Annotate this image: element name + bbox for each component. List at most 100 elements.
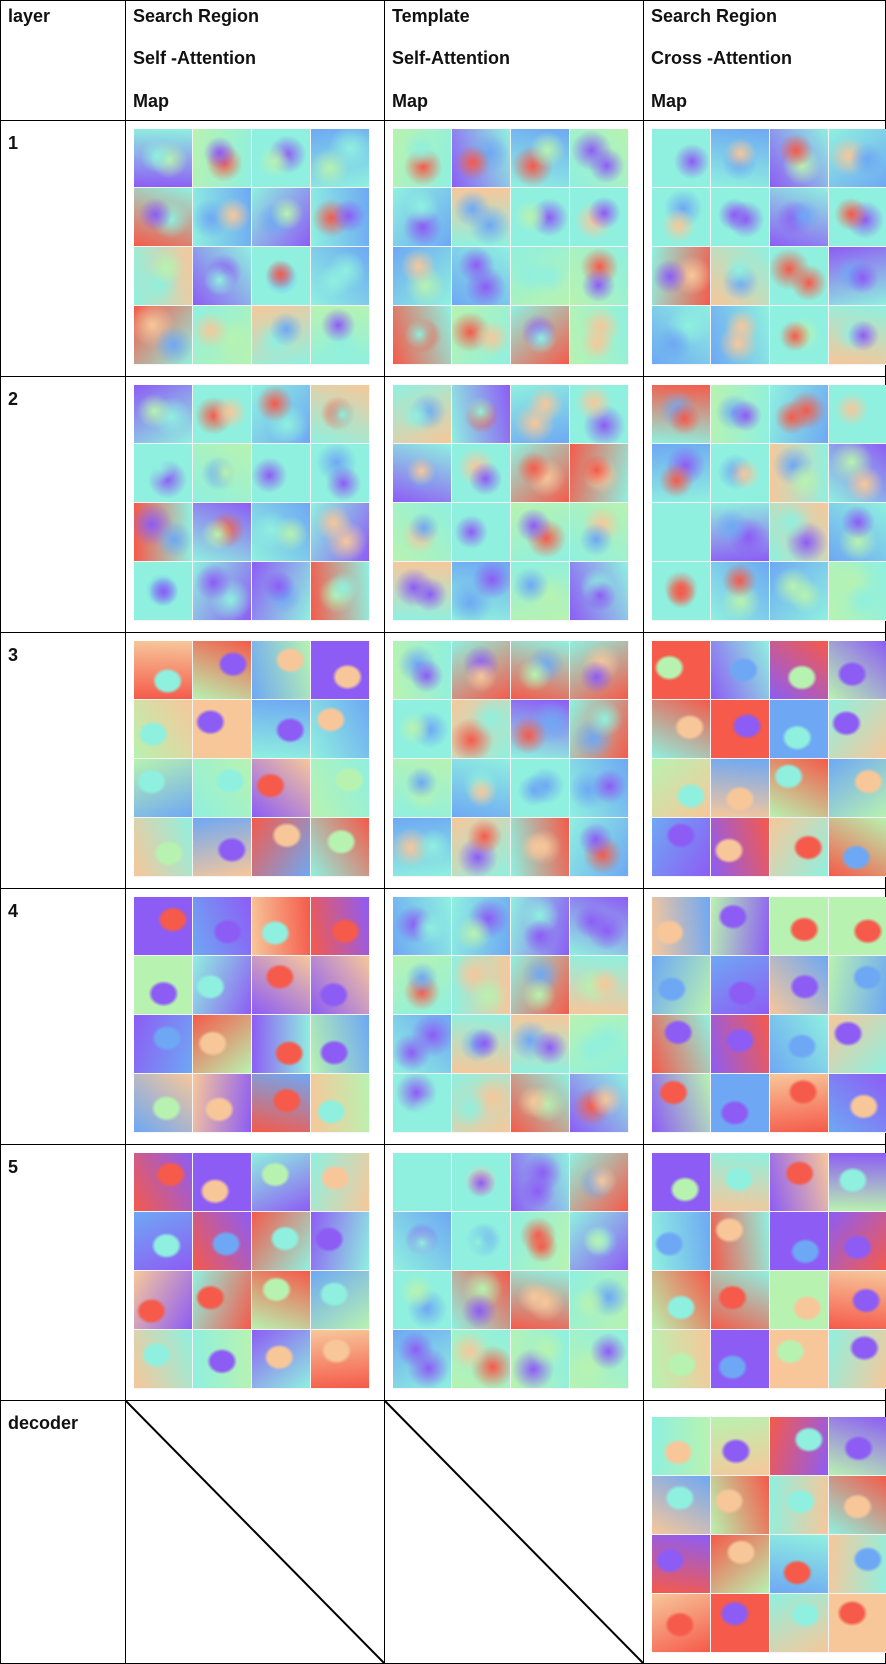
attention-tile	[829, 1476, 886, 1534]
attention-tile	[193, 1074, 251, 1132]
attention-tile	[452, 1330, 510, 1388]
attention-tile	[393, 129, 451, 187]
attention-tile	[770, 306, 828, 364]
table-border-left	[0, 0, 1, 1664]
attention-tile	[134, 247, 192, 305]
attention-tile	[570, 1153, 628, 1211]
attention-tile	[652, 1417, 710, 1475]
attention-tile	[193, 1153, 251, 1211]
attention-tile	[770, 188, 828, 246]
attention-tile	[393, 1330, 451, 1388]
attention-tile	[452, 956, 510, 1014]
attention-tile	[652, 1535, 710, 1593]
table-border-top	[0, 0, 886, 1]
attention-tile	[711, 129, 769, 187]
row-label-2: 2	[8, 389, 19, 409]
attention-tile	[829, 1015, 886, 1073]
attention-tile	[311, 503, 369, 561]
attention-tile	[134, 1015, 192, 1073]
attention-tile	[652, 385, 710, 443]
attention-tile	[770, 562, 828, 620]
attention-tile	[393, 1271, 451, 1329]
attention-tile	[452, 1153, 510, 1211]
attention-tile	[252, 1074, 310, 1132]
attention-tile	[652, 1015, 710, 1073]
attention-tile	[511, 1153, 569, 1211]
attention-tile	[829, 818, 886, 876]
attention-tile	[252, 1271, 310, 1329]
header-col1-line1: Search Region	[133, 6, 260, 26]
attention-tile	[311, 1153, 369, 1211]
attention-tile	[193, 188, 251, 246]
attention-tile	[511, 444, 569, 502]
row-label-4: 4	[8, 901, 19, 921]
attention-tile	[311, 1015, 369, 1073]
column-divider-2	[384, 0, 385, 1664]
row-divider-2	[0, 632, 886, 633]
attention-tile	[652, 1271, 710, 1329]
attention-tile	[570, 818, 628, 876]
header-col3-line2: Cross -Attention	[651, 48, 792, 68]
header-search-cross-attention: Search Region Cross -Attention Map	[643, 0, 885, 120]
attention-tile	[711, 1535, 769, 1593]
attention-tile	[134, 956, 192, 1014]
attention-tile	[770, 503, 828, 561]
attention-tile	[711, 956, 769, 1014]
attention-tile	[252, 1015, 310, 1073]
attention-tile	[829, 306, 886, 364]
row-label-3: 3	[8, 645, 19, 665]
header-col1-line3: Map	[133, 91, 169, 111]
attention-tile	[311, 306, 369, 364]
attention-tile	[511, 129, 569, 187]
attention-tile	[193, 1271, 251, 1329]
attention-tile	[311, 641, 369, 699]
attention-tile	[193, 897, 251, 955]
attention-tile	[311, 956, 369, 1014]
attention-tile	[770, 385, 828, 443]
attention-tile	[570, 1271, 628, 1329]
attention-tile	[393, 956, 451, 1014]
attention-tile	[452, 1212, 510, 1270]
attention-tile	[711, 444, 769, 502]
attention-tile	[570, 1330, 628, 1388]
attention-tile	[311, 1212, 369, 1270]
attention-tile	[311, 188, 369, 246]
attention-tile	[393, 385, 451, 443]
attention-tile	[193, 818, 251, 876]
row-divider-4	[0, 1144, 886, 1145]
attention-tile	[652, 1153, 710, 1211]
attention-tile	[452, 562, 510, 620]
attention-tile	[393, 562, 451, 620]
attention-tile	[393, 188, 451, 246]
attention-tile	[311, 247, 369, 305]
attention-tile	[511, 759, 569, 817]
attention-tile	[570, 129, 628, 187]
attention-tile	[829, 503, 886, 561]
attention-tile	[570, 1015, 628, 1073]
header-template-self-attention: Template Self-Attention Map	[384, 0, 643, 120]
attention-tile	[570, 700, 628, 758]
column-divider-3	[643, 0, 644, 1664]
attention-tile	[711, 188, 769, 246]
attention-tile	[570, 188, 628, 246]
attention-tile	[770, 818, 828, 876]
attention-tile	[252, 759, 310, 817]
attention-tile	[193, 562, 251, 620]
attention-tile	[770, 247, 828, 305]
header-col3-line3: Map	[651, 91, 687, 111]
attention-tile	[193, 444, 251, 502]
attention-tile	[134, 129, 192, 187]
attention-tile	[711, 385, 769, 443]
attention-tile	[829, 188, 886, 246]
attention-tile	[311, 759, 369, 817]
attention-tile	[711, 700, 769, 758]
attention-tile	[252, 247, 310, 305]
attention-tile	[511, 897, 569, 955]
attention-tile	[252, 641, 310, 699]
attention-tile	[829, 129, 886, 187]
attention-tile	[311, 897, 369, 955]
attention-tile	[711, 562, 769, 620]
attention-tile	[252, 897, 310, 955]
attention-tile	[311, 129, 369, 187]
